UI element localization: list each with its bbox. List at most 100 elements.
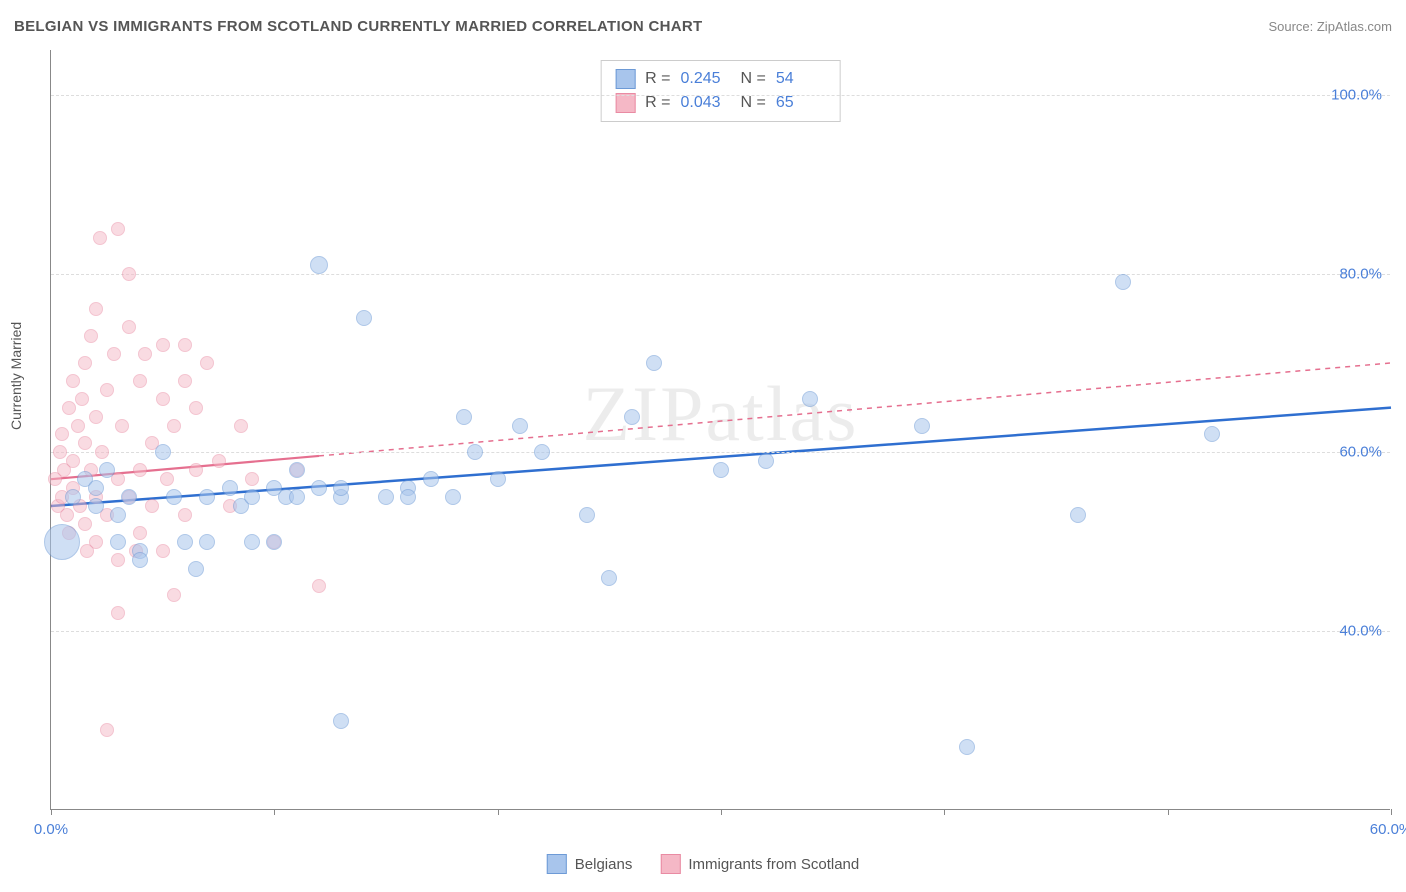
y-tick-label: 60.0% [1339,444,1382,461]
scatter-point-belgians [1204,426,1220,442]
scatter-point-belgians [110,534,126,550]
scatter-point-scotland [78,517,92,531]
scatter-point-scotland [156,392,170,406]
scatter-point-scotland [178,508,192,522]
x-tick [274,809,275,815]
stat-r-value-scotland: 0.043 [681,94,731,112]
scatter-point-belgians [601,570,617,586]
scatter-point-belgians [222,480,238,496]
scatter-point-scotland [66,454,80,468]
scatter-point-scotland [145,499,159,513]
scatter-point-belgians [132,552,148,568]
x-tick [1168,809,1169,815]
trend-line [319,363,1391,456]
scatter-point-scotland [89,410,103,424]
scatter-point-scotland [138,347,152,361]
stats-row-belgians: R = 0.245 N = 54 [615,67,826,91]
scatter-point-scotland [78,356,92,370]
scatter-point-scotland [167,588,181,602]
scatter-point-belgians [646,355,662,371]
scatter-point-scotland [89,535,103,549]
scatter-point-belgians [512,418,528,434]
scatter-point-scotland [62,401,76,415]
scatter-point-scotland [71,419,85,433]
scatter-point-scotland [100,723,114,737]
scatter-point-scotland [115,419,129,433]
stats-legend-box: R = 0.245 N = 54 R = 0.043 N = 65 [600,60,841,122]
scatter-point-scotland [133,526,147,540]
x-tick [51,809,52,815]
scatter-point-belgians [423,471,439,487]
x-tick [944,809,945,815]
scatter-point-scotland [111,553,125,567]
scatter-point-scotland [84,329,98,343]
scatter-point-belgians [758,453,774,469]
scatter-point-belgians [244,489,260,505]
scatter-point-belgians [959,739,975,755]
scatter-point-belgians [624,409,640,425]
scatter-point-scotland [122,267,136,281]
chart-container: BELGIAN VS IMMIGRANTS FROM SCOTLAND CURR… [0,0,1406,892]
swatch-scotland-icon [615,93,635,113]
scatter-point-belgians [188,561,204,577]
scatter-point-belgians [199,534,215,550]
scatter-point-belgians [311,480,327,496]
y-tick-label: 80.0% [1339,265,1382,282]
scatter-point-scotland [234,419,248,433]
scatter-point-belgians [802,391,818,407]
scatter-point-belgians [914,418,930,434]
chart-title: BELGIAN VS IMMIGRANTS FROM SCOTLAND CURR… [14,18,703,35]
scatter-point-scotland [75,392,89,406]
stat-r-label: R = [645,70,670,88]
y-axis-label: Currently Married [8,322,24,430]
scatter-point-belgians [310,256,328,274]
scatter-point-scotland [160,472,174,486]
title-bar: BELGIAN VS IMMIGRANTS FROM SCOTLAND CURR… [14,18,1392,35]
scatter-point-scotland [53,445,67,459]
legend-label-scotland: Immigrants from Scotland [688,856,859,873]
stat-n-value-belgians: 54 [776,70,826,88]
y-tick-label: 40.0% [1339,623,1382,640]
scatter-point-scotland [167,419,181,433]
scatter-point-scotland [156,544,170,558]
scatter-point-scotland [189,463,203,477]
legend-item-belgians: Belgians [547,854,633,874]
grid-line [51,631,1390,632]
scatter-point-belgians [356,310,372,326]
scatter-point-scotland [93,231,107,245]
scatter-point-belgians [99,462,115,478]
x-tick-label: 60.0% [1370,821,1406,838]
scatter-point-belgians [400,489,416,505]
grid-line [51,95,1390,96]
scatter-point-belgians [44,524,80,560]
plot-area: ZIPatlas R = 0.245 N = 54 R = 0.043 N = … [50,50,1390,810]
stat-n-label: N = [741,94,766,112]
scatter-point-scotland [122,320,136,334]
source-link[interactable]: ZipAtlas.com [1317,19,1392,34]
scatter-point-belgians [333,713,349,729]
grid-line [51,452,1390,453]
stat-n-label: N = [741,70,766,88]
scatter-point-scotland [89,302,103,316]
scatter-point-belgians [1070,507,1086,523]
scatter-point-scotland [133,463,147,477]
scatter-point-belgians [88,498,104,514]
scatter-point-scotland [111,222,125,236]
trend-lines-layer [51,50,1390,809]
scatter-point-scotland [95,445,109,459]
scatter-point-belgians [199,489,215,505]
scatter-point-scotland [55,427,69,441]
scatter-point-belgians [266,534,282,550]
scatter-point-scotland [111,606,125,620]
scatter-point-scotland [66,374,80,388]
legend-item-scotland: Immigrants from Scotland [660,854,859,874]
scatter-point-scotland [156,338,170,352]
scatter-point-belgians [534,444,550,460]
stat-r-label: R = [645,94,670,112]
scatter-point-belgians [378,489,394,505]
scatter-point-scotland [107,347,121,361]
scatter-point-scotland [60,508,74,522]
source-attribution: Source: ZipAtlas.com [1268,19,1392,34]
x-tick [1391,809,1392,815]
scatter-point-scotland [312,579,326,593]
